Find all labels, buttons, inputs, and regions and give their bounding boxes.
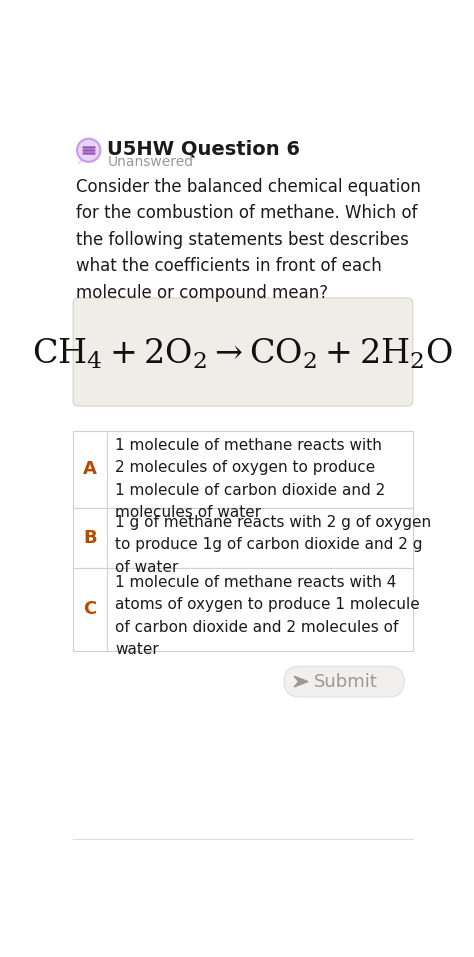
Text: Unanswered: Unanswered [107, 155, 193, 168]
Polygon shape [78, 158, 84, 164]
Polygon shape [294, 677, 308, 687]
FancyBboxPatch shape [284, 666, 404, 697]
Circle shape [77, 139, 100, 162]
FancyBboxPatch shape [73, 298, 413, 406]
Bar [73, 568, 413, 651]
Text: 1 g of methane reacts with 2 g of oxygen
to produce 1g of carbon dioxide and 2 g: 1 g of methane reacts with 2 g of oxygen… [115, 515, 431, 574]
Text: A: A [83, 460, 97, 478]
Text: U5HW Question 6: U5HW Question 6 [107, 140, 301, 159]
Text: C: C [83, 600, 97, 618]
Bar [73, 431, 413, 507]
Text: Submit: Submit [313, 673, 377, 691]
Bar [73, 507, 413, 568]
Text: 1 molecule of methane reacts with 4
atoms of oxygen to produce 1 molecule
of car: 1 molecule of methane reacts with 4 atom… [115, 575, 420, 657]
Text: $\mathregular{CH_4 + 2O_2 \rightarrow CO_2 + 2H_2O}$: $\mathregular{CH_4 + 2O_2 \rightarrow CO… [32, 336, 454, 370]
Text: B: B [83, 528, 97, 546]
Text: Consider the balanced chemical equation
for the combustion of methane. Which of
: Consider the balanced chemical equation … [76, 178, 421, 301]
Text: 1 molecule of methane reacts with
2 molecules of oxygen to produce
1 molecule of: 1 molecule of methane reacts with 2 mole… [115, 438, 385, 520]
